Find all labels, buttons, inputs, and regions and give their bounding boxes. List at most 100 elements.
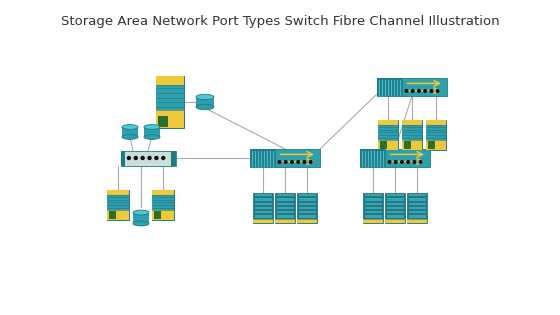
Bar xyxy=(152,209,174,220)
Bar xyxy=(275,219,295,223)
Bar xyxy=(426,120,446,150)
Bar xyxy=(298,215,315,218)
Bar xyxy=(386,207,404,209)
Bar xyxy=(152,190,174,220)
Bar xyxy=(365,211,381,214)
Bar xyxy=(408,194,426,196)
Bar xyxy=(386,194,404,196)
Bar xyxy=(253,219,273,223)
Bar xyxy=(254,215,272,218)
Circle shape xyxy=(412,90,414,92)
Bar xyxy=(107,209,129,220)
Bar xyxy=(378,120,398,125)
Bar xyxy=(386,211,404,214)
Bar xyxy=(298,198,315,201)
Circle shape xyxy=(291,161,293,163)
Bar xyxy=(378,140,398,150)
Bar xyxy=(365,198,381,201)
Circle shape xyxy=(309,161,312,163)
Bar xyxy=(365,203,381,205)
Bar xyxy=(157,116,168,127)
Bar xyxy=(408,207,426,209)
Circle shape xyxy=(394,161,397,163)
Circle shape xyxy=(134,157,137,159)
Bar xyxy=(109,211,116,219)
Bar xyxy=(275,193,295,223)
Bar xyxy=(365,215,381,218)
Bar xyxy=(298,194,315,196)
Bar xyxy=(254,198,272,201)
Ellipse shape xyxy=(144,135,160,140)
Bar xyxy=(426,120,446,125)
Bar xyxy=(378,120,398,150)
Bar xyxy=(254,203,272,205)
Bar xyxy=(402,120,422,125)
Ellipse shape xyxy=(122,125,138,129)
Bar xyxy=(386,203,404,205)
Bar xyxy=(297,219,317,223)
Bar xyxy=(107,190,129,195)
Bar xyxy=(297,193,317,223)
Bar xyxy=(298,203,315,205)
Bar xyxy=(277,194,293,196)
Circle shape xyxy=(407,161,409,163)
Bar xyxy=(152,190,174,195)
Circle shape xyxy=(303,161,306,163)
Bar xyxy=(363,193,383,223)
Circle shape xyxy=(413,161,416,163)
Bar xyxy=(196,97,214,107)
Bar xyxy=(144,127,160,137)
Circle shape xyxy=(128,157,130,159)
Bar xyxy=(250,149,320,167)
Bar xyxy=(254,194,272,196)
Bar xyxy=(407,219,427,223)
Bar xyxy=(156,85,184,110)
Circle shape xyxy=(297,161,300,163)
Bar xyxy=(408,198,426,201)
Bar xyxy=(407,193,427,223)
Ellipse shape xyxy=(133,221,149,226)
Circle shape xyxy=(284,161,287,163)
Bar xyxy=(360,149,430,167)
Bar xyxy=(277,198,293,201)
Bar xyxy=(365,207,381,209)
Bar xyxy=(402,140,422,150)
Circle shape xyxy=(424,90,427,92)
Bar xyxy=(277,215,293,218)
Circle shape xyxy=(141,157,144,159)
Circle shape xyxy=(436,90,439,92)
Bar xyxy=(277,207,293,209)
Circle shape xyxy=(148,157,151,159)
Bar xyxy=(360,149,385,167)
Bar xyxy=(404,141,411,148)
Bar xyxy=(386,215,404,218)
Bar xyxy=(120,151,125,165)
Bar xyxy=(408,211,426,214)
Ellipse shape xyxy=(122,135,138,140)
Bar xyxy=(426,125,446,140)
Bar xyxy=(298,207,315,209)
Bar xyxy=(122,127,138,137)
Bar xyxy=(253,193,273,223)
Bar xyxy=(363,219,383,223)
Ellipse shape xyxy=(133,210,149,215)
Bar xyxy=(380,141,387,148)
Bar xyxy=(402,120,422,150)
Circle shape xyxy=(388,161,391,163)
Bar xyxy=(377,78,447,96)
Bar xyxy=(365,194,381,196)
Circle shape xyxy=(400,161,403,163)
Bar xyxy=(427,141,435,148)
Bar xyxy=(386,198,404,201)
Bar xyxy=(408,203,426,205)
Text: Storage Area Network Port Types Switch Fibre Channel Illustration: Storage Area Network Port Types Switch F… xyxy=(60,15,500,28)
Ellipse shape xyxy=(144,125,160,129)
Ellipse shape xyxy=(196,94,214,100)
Bar xyxy=(250,149,274,167)
Ellipse shape xyxy=(196,104,214,110)
Bar xyxy=(408,215,426,218)
Bar xyxy=(378,125,398,140)
Bar xyxy=(152,195,174,209)
Bar xyxy=(107,190,129,220)
Bar xyxy=(254,211,272,214)
